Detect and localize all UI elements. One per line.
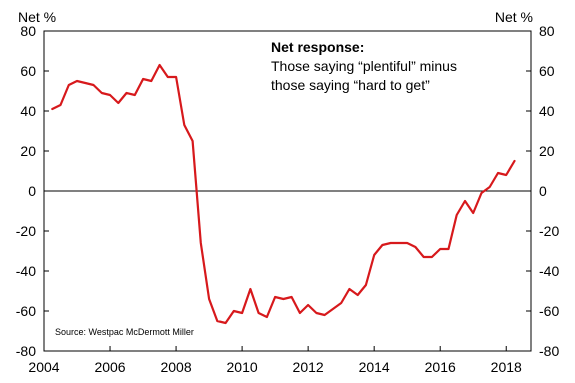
left-y-tick-label: 20 (20, 143, 36, 159)
x-axis: 2004 2006 2008 2010 2012 2014 2016 2018 (28, 346, 522, 375)
x-tick-label: 2008 (160, 359, 191, 375)
source-note: Source: Westpac McDermott Miller (55, 327, 194, 337)
series-line (52, 65, 514, 323)
right-y-tick-label: 80 (539, 23, 555, 39)
series-layer (52, 65, 514, 323)
x-tick-label: 2018 (491, 359, 522, 375)
right-y-tick-label: 60 (539, 63, 555, 79)
x-tick-label: 2016 (425, 359, 456, 375)
right-y-tick-label: -20 (539, 223, 559, 239)
left-y-tick-label: -80 (16, 343, 36, 359)
left-y-tick-label: 40 (20, 103, 36, 119)
right-y-tick-label: 20 (539, 143, 555, 159)
right-y-tick-label: -60 (539, 303, 559, 319)
x-tick-label: 2006 (94, 359, 125, 375)
annotation-title: Net response: (271, 39, 364, 55)
x-tick-label: 2012 (293, 359, 324, 375)
left-y-tick-label: -60 (16, 303, 36, 319)
right-y-tick-label: -40 (539, 263, 559, 279)
right-unit-label: Net % (495, 9, 533, 25)
left-y-tick-label: 0 (28, 183, 36, 199)
right-y-tick-label: 40 (539, 103, 555, 119)
x-tick-label: 2010 (227, 359, 258, 375)
right-y-tick-label: -80 (539, 343, 559, 359)
left-y-tick-label: -20 (16, 223, 36, 239)
x-tick-label: 2014 (359, 359, 390, 375)
left-y-tick-label: -40 (16, 263, 36, 279)
annotation-line-1: Those saying “plentiful” minus (271, 58, 457, 74)
left-unit-label: Net % (18, 9, 56, 25)
left-y-tick-label: 60 (20, 63, 36, 79)
annotation-line-2: those saying “hard to get” (271, 77, 430, 93)
left-y-tick-label: 80 (20, 23, 36, 39)
right-y-tick-label: 0 (539, 183, 547, 199)
x-tick-label: 2004 (28, 359, 59, 375)
